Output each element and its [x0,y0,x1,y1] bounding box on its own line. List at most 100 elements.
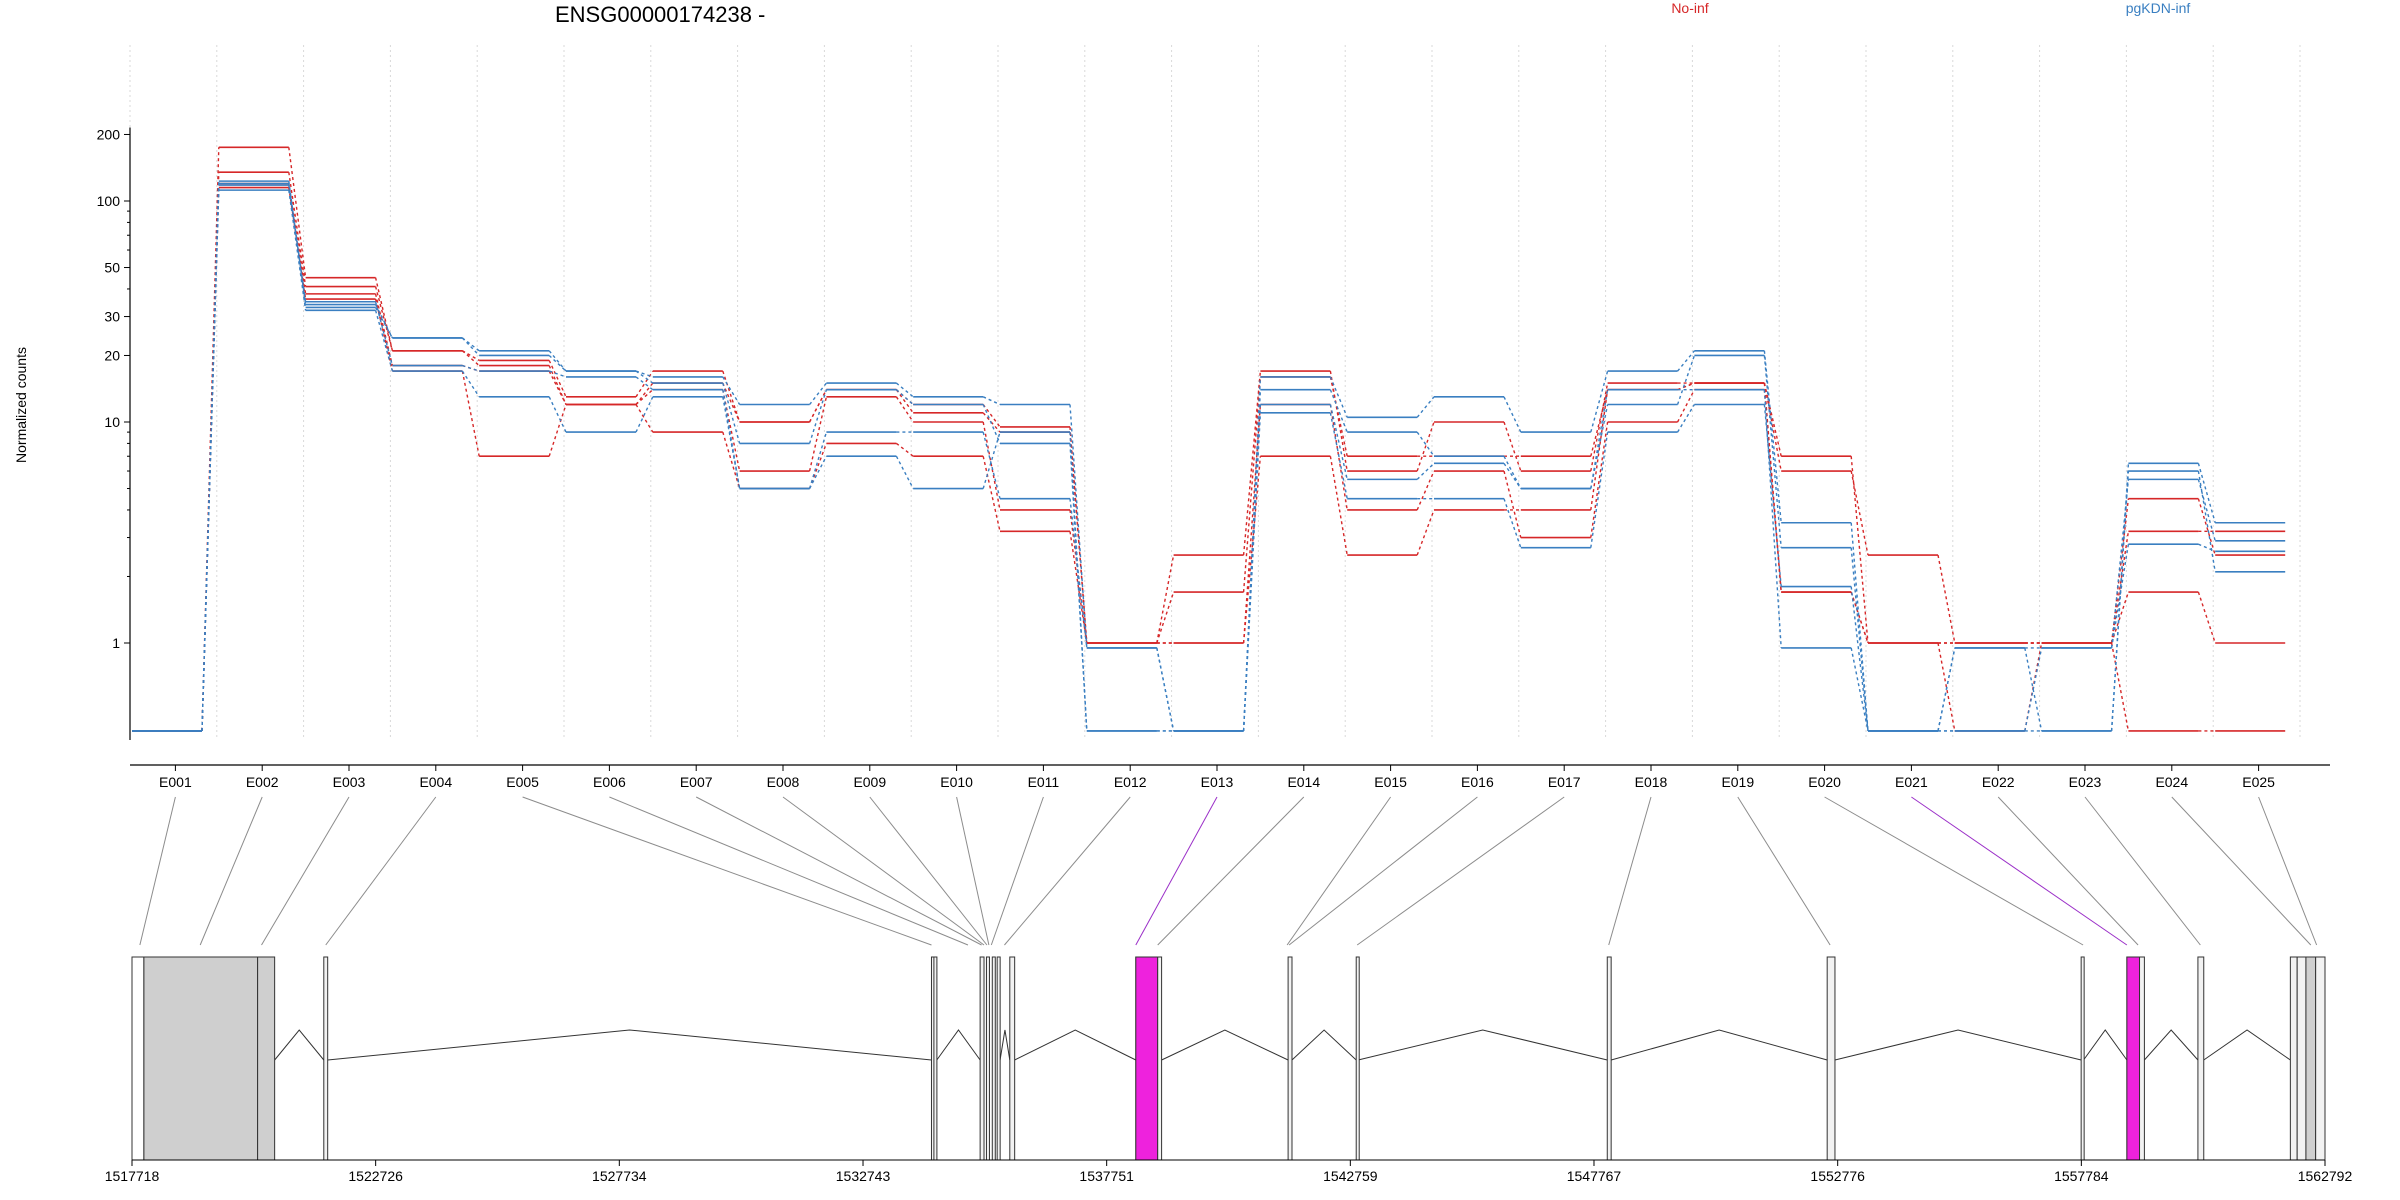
series-transition [201,183,220,731]
series-transition [635,389,654,406]
series-transition [548,354,567,372]
series-transition [1850,456,1869,644]
series-transition [1850,586,1869,732]
series-transition [808,455,828,489]
connector-e005 [522,796,932,946]
coord-tick-label: 1522726 [348,1168,403,1184]
exon-e008 [985,956,990,1161]
series-transition [548,350,567,372]
series-transition [1677,350,1695,372]
intron [274,1029,325,1061]
y-axis-label: Normalized counts [13,347,29,463]
series-transition [2197,479,2216,541]
x-tick-label: E004 [419,774,452,790]
series-transition [722,382,741,444]
exon-e015 [1355,956,1360,1161]
series-transition [1416,509,1435,556]
x-tick-label: E007 [680,774,713,790]
series-transition [548,360,567,398]
exon-e009 [991,956,996,1161]
exon-e004 [323,956,329,1161]
series-transition [1242,456,1262,644]
series-transition [1937,554,1956,644]
series-transition [2197,591,2216,644]
series-transition [201,181,220,731]
vertical-grid [129,45,2301,740]
series-transition [2110,479,2130,648]
connector-e017 [1356,796,1565,946]
coord-tick-label: 1557784 [2054,1168,2109,1184]
connector-e025 [2258,796,2318,946]
x-tick-label: E020 [1808,774,1841,790]
series-transition [1069,443,1088,731]
series-transition [1763,350,1782,523]
exon-highlight-e012 [1135,956,1159,1161]
series-transition [1069,432,1088,644]
connector-e003 [261,796,350,946]
series-transition [462,364,480,372]
exon-e010 [996,956,1001,1161]
legend-label-pgkdn-inf: pgKDN-inf [2126,0,2191,16]
x-tick-label: E012 [1114,774,1147,790]
intron [2083,1029,2128,1061]
series-transition [635,404,654,433]
x-tick-label: E024 [2155,774,2188,790]
connector-e012 [1004,796,1131,946]
series-transition [1329,456,1348,556]
x-tick-label: E018 [1635,774,1668,790]
connector-e024 [2171,796,2312,946]
x-tick-label: E005 [506,774,539,790]
series-transition [895,396,914,423]
exon-e020 [2139,956,2145,1161]
series-transition [1416,470,1435,511]
intron [1834,1029,2082,1061]
connector-e022 [1997,796,2139,946]
series-transition [635,376,654,391]
series-transition [982,431,1001,489]
exon-e024 [2305,956,2317,1161]
series-transition [461,337,480,352]
series-transition [1763,404,1782,587]
coord-tick-label: 1527734 [592,1168,647,1184]
series-transition [374,286,394,351]
series-transition [374,310,394,372]
y-tick-label: 20 [104,347,120,363]
intron [327,1029,932,1061]
series-transition [201,185,220,731]
series-transition [1156,591,1175,644]
series-transition [1850,547,1869,732]
series-transition [374,277,394,351]
series-transition [1590,432,1609,548]
series-6 [132,189,2286,732]
x-axis: E001 E002 E003 E004 E005 E006 E007 E008 E009 E010… [130,764,2330,790]
connector-e006 [609,796,969,946]
series-transition [1069,432,1088,731]
exon-e003 [257,956,276,1161]
series-transition [201,183,220,731]
y-tick-label: 200 [97,126,121,142]
series-transition [635,396,654,433]
intron [1291,1029,1357,1061]
intron [1014,1029,1137,1061]
exon-e021 [2197,956,2205,1161]
series-transition [1590,389,1609,489]
series-transition [1242,404,1262,731]
series-transition [1329,404,1348,480]
series-transition [1329,370,1348,472]
series-transition [895,382,914,398]
x-tick-label: E013 [1201,774,1234,790]
series-transition [895,389,914,414]
series-transition [1850,591,1869,644]
connector-e014 [1157,796,1305,946]
intron [936,1029,981,1061]
series-3 [132,186,2286,732]
series-transition [808,389,828,423]
x-tick-label: E014 [1287,774,1320,790]
series-transition [722,431,741,489]
legend-label-no-inf: No-inf [1671,0,1708,16]
y-tick-label: 50 [104,260,120,276]
coord-tick-label: 1552776 [1810,1168,1865,1184]
x-tick-label: E002 [246,774,279,790]
series-transition [1677,382,1695,391]
series-transition [548,396,567,433]
